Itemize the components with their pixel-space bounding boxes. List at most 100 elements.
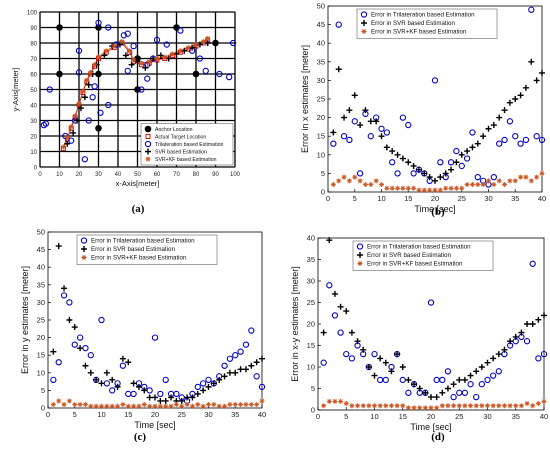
data-point bbox=[70, 129, 77, 136]
data-point bbox=[95, 24, 102, 31]
data-point bbox=[253, 373, 260, 380]
data-point bbox=[378, 125, 385, 132]
data-point bbox=[68, 124, 74, 130]
data-point bbox=[50, 348, 57, 355]
data-point bbox=[135, 383, 142, 390]
y-tick-label: 0 bbox=[41, 404, 45, 413]
y-tick-label: 5 bbox=[311, 384, 315, 393]
data-point bbox=[533, 133, 540, 140]
y-tick-label: 90 bbox=[30, 26, 37, 32]
y-tick-label: 40 bbox=[307, 234, 315, 243]
data-point bbox=[400, 185, 406, 191]
data-point bbox=[405, 376, 412, 383]
data-point bbox=[489, 372, 497, 379]
x-tick-label: 0 bbox=[326, 194, 330, 203]
data-point bbox=[68, 137, 75, 144]
data-point bbox=[524, 401, 530, 407]
x-tick-label: 30 bbox=[483, 412, 491, 421]
x-tick-label: 0 bbox=[38, 172, 42, 178]
data-point bbox=[168, 394, 175, 401]
data-point bbox=[61, 285, 68, 292]
x-tick-label: 15 bbox=[124, 410, 132, 419]
data-point bbox=[379, 182, 384, 188]
legend-marker bbox=[361, 20, 367, 26]
data-point bbox=[330, 140, 337, 147]
x-tick-label: 35 bbox=[231, 410, 239, 419]
y-tick-label: 80 bbox=[30, 42, 37, 48]
y-tick-label: 0 bbox=[321, 188, 325, 197]
data-point bbox=[238, 401, 244, 407]
data-point bbox=[210, 380, 217, 387]
data-point bbox=[64, 135, 70, 141]
data-point bbox=[82, 401, 88, 407]
data-point bbox=[229, 39, 237, 47]
data-point bbox=[91, 83, 98, 90]
x-tick-label: 50 bbox=[134, 172, 141, 178]
data-point bbox=[522, 84, 529, 91]
data-point bbox=[495, 368, 502, 375]
legend-label: Error in Trilateration based Estimation bbox=[371, 12, 475, 19]
data-point bbox=[248, 362, 255, 369]
data-point bbox=[56, 398, 62, 404]
data-point bbox=[232, 401, 238, 407]
data-point bbox=[432, 177, 438, 184]
data-point bbox=[467, 381, 474, 388]
data-point bbox=[506, 118, 514, 125]
data-point bbox=[439, 376, 446, 384]
legend-label: Anchor Location bbox=[155, 127, 193, 133]
data-point bbox=[445, 403, 451, 409]
data-point bbox=[87, 369, 94, 376]
data-point bbox=[259, 355, 265, 362]
data-point bbox=[141, 387, 148, 394]
x-tick-label: 40 bbox=[115, 172, 122, 178]
data-point bbox=[351, 92, 358, 99]
data-point bbox=[373, 178, 379, 184]
data-point bbox=[523, 174, 529, 180]
data-point bbox=[81, 156, 88, 163]
data-point bbox=[74, 117, 81, 124]
data-point bbox=[354, 338, 361, 345]
data-point bbox=[469, 129, 476, 136]
y-tick-label: 25 bbox=[37, 316, 45, 325]
data-point bbox=[221, 373, 228, 380]
y-tick-label: 0 bbox=[311, 406, 315, 415]
data-point bbox=[95, 124, 102, 132]
data-point bbox=[55, 359, 62, 366]
data-point bbox=[433, 394, 440, 401]
data-point bbox=[540, 350, 548, 358]
x-tick-label: 15 bbox=[404, 194, 412, 203]
data-point bbox=[490, 173, 497, 181]
data-point bbox=[330, 129, 337, 136]
data-point bbox=[71, 324, 78, 331]
data-point bbox=[421, 187, 427, 193]
data-point bbox=[193, 42, 199, 48]
data-point bbox=[205, 35, 211, 41]
data-point bbox=[366, 403, 372, 409]
data-point bbox=[88, 403, 94, 409]
y-tick-label: 45 bbox=[317, 20, 325, 29]
data-point bbox=[93, 376, 100, 383]
y-tick-label: 40 bbox=[317, 39, 325, 48]
data-point bbox=[383, 129, 390, 136]
data-point bbox=[373, 118, 380, 125]
data-point bbox=[405, 159, 412, 166]
data-point bbox=[258, 383, 266, 391]
legend-label: Error in SVR+KF based Estimation bbox=[367, 261, 463, 268]
data-point bbox=[98, 380, 105, 387]
data-point bbox=[356, 170, 364, 177]
data-point bbox=[320, 329, 327, 336]
data-point bbox=[360, 403, 366, 409]
y-tick-label: 25 bbox=[317, 95, 325, 104]
data-point bbox=[522, 136, 530, 144]
data-point bbox=[478, 381, 485, 388]
x-tick-label: 25 bbox=[458, 194, 466, 203]
data-point bbox=[173, 390, 180, 398]
panel-d: 0 5 10 15 20 25 30 35 40 0 5 10 15 20 25 30 35 40 Time [se… bbox=[290, 234, 548, 444]
data-point bbox=[453, 185, 459, 191]
data-point bbox=[473, 368, 480, 375]
data-point bbox=[50, 401, 56, 407]
data-point bbox=[444, 385, 451, 392]
data-point bbox=[124, 30, 131, 37]
legend-label: Error in SVR+KF based Estimation bbox=[371, 29, 467, 36]
data-point bbox=[95, 19, 102, 26]
